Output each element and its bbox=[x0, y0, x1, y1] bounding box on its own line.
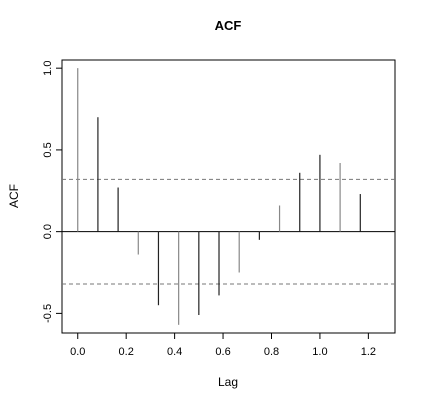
plot-frame bbox=[61, 59, 396, 334]
y-axis-label: ACF bbox=[7, 184, 21, 208]
y-tick-label-0: -0.5 bbox=[42, 304, 54, 323]
x-tick-label-0: 0.0 bbox=[70, 346, 85, 358]
x-tick-label-4: 0.8 bbox=[264, 346, 279, 358]
acf-spikes bbox=[77, 68, 361, 325]
x-tick-label-1: 0.2 bbox=[119, 346, 134, 358]
y-axis: -0.5 0.0 0.5 1.0 bbox=[42, 61, 62, 323]
x-tick-label-2: 0.4 bbox=[167, 346, 182, 358]
x-tick-label-6: 1.2 bbox=[361, 346, 376, 358]
x-tick-label-5: 1.0 bbox=[312, 346, 327, 358]
y-tick-label-2: 0.5 bbox=[42, 142, 54, 157]
x-axis-label: Lag bbox=[218, 375, 238, 389]
x-tick-label-3: 0.6 bbox=[215, 346, 230, 358]
x-axis: 0.0 0.2 0.4 0.6 0.8 1.0 1.2 bbox=[70, 333, 376, 358]
y-tick-label-3: 1.0 bbox=[42, 61, 54, 76]
chart-title: ACF bbox=[215, 18, 242, 33]
y-tick-label-1: 0.0 bbox=[42, 224, 54, 239]
